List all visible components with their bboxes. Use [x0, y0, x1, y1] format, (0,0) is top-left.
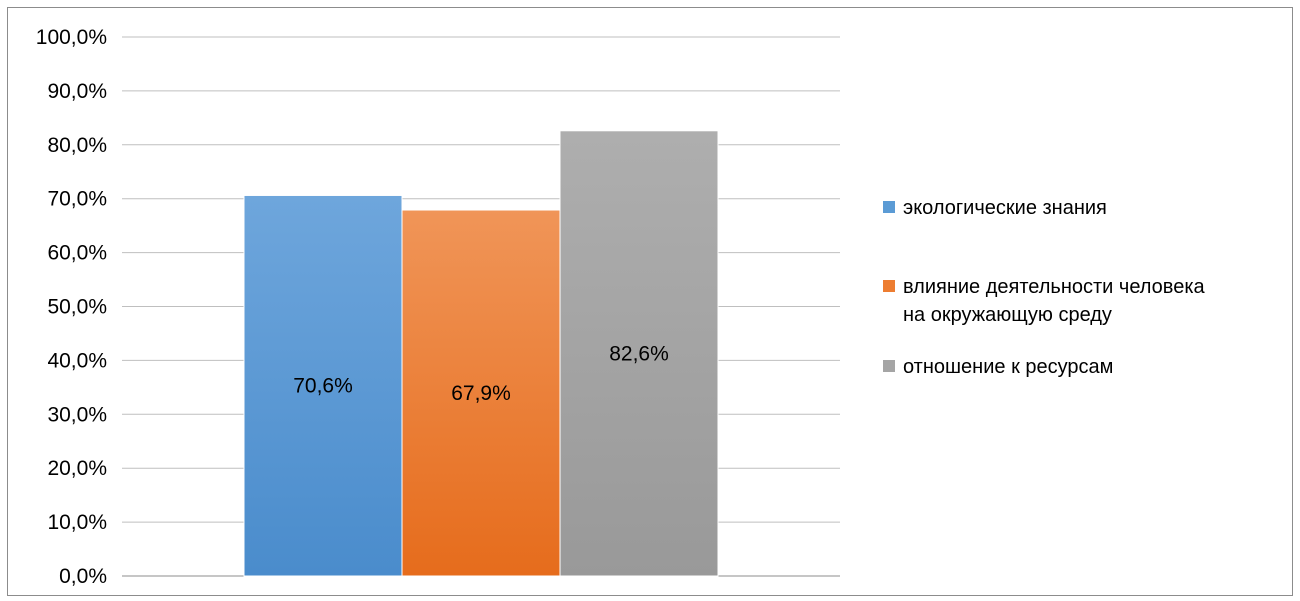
- legend-swatch: [883, 201, 895, 213]
- y-tick-label: 0,0%: [59, 565, 107, 588]
- legend: экологические знания влияние деятельности…: [883, 197, 1206, 378]
- legend-label: влияние деятельности человека: [903, 276, 1206, 298]
- gridlines: [122, 36, 840, 577]
- y-tick-label: 90,0%: [47, 80, 107, 103]
- legend-label: на окружающую среду: [903, 304, 1112, 326]
- y-tick-label: 10,0%: [47, 511, 107, 534]
- y-tick-label: 20,0%: [47, 457, 107, 480]
- y-tick-label: 30,0%: [47, 403, 107, 426]
- bar-2: [401, 209, 561, 577]
- legend-label: отношение к ресурсам: [903, 356, 1113, 378]
- y-tick-label: 40,0%: [47, 349, 107, 372]
- data-labels: 70,6% 67,9% 82,6%: [293, 342, 669, 405]
- data-label: 67,9%: [451, 382, 511, 405]
- legend-label: экологические знания: [903, 197, 1107, 219]
- bars: [243, 130, 719, 577]
- y-tick-label: 50,0%: [47, 296, 107, 319]
- legend-swatch: [883, 360, 895, 372]
- data-label: 82,6%: [609, 342, 669, 365]
- y-tick-label: 60,0%: [47, 242, 107, 265]
- y-tick-label: 100,0%: [36, 26, 107, 49]
- y-tick-label: 70,0%: [47, 188, 107, 211]
- data-label: 70,6%: [293, 375, 353, 398]
- legend-swatch: [883, 280, 895, 292]
- y-tick-label: 80,0%: [47, 134, 107, 157]
- y-axis-ticks: 0,0% 10,0% 20,0% 30,0% 40,0% 50,0% 60,0% 70,0% 8…: [36, 26, 107, 588]
- bar-1: [243, 194, 403, 577]
- bar-3: [559, 130, 719, 577]
